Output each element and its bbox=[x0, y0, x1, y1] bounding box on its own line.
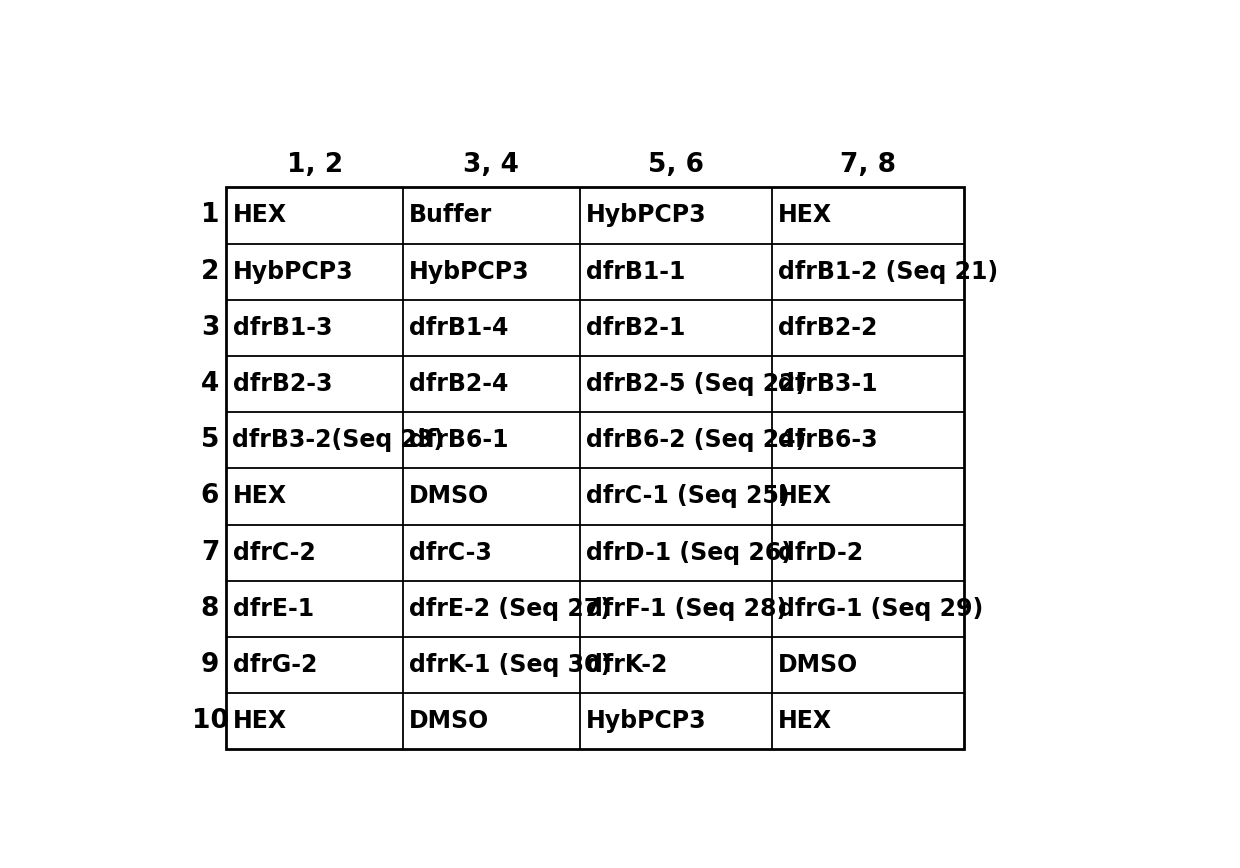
Text: HybPCP3: HybPCP3 bbox=[233, 260, 353, 284]
Text: Buffer: Buffer bbox=[409, 203, 492, 227]
Text: dfrB2-5 (Seq 22): dfrB2-5 (Seq 22) bbox=[587, 372, 806, 396]
Text: dfrD-2: dfrD-2 bbox=[779, 541, 863, 565]
Text: HybPCP3: HybPCP3 bbox=[409, 260, 529, 284]
Text: dfrB6-1: dfrB6-1 bbox=[409, 428, 508, 452]
Text: HEX: HEX bbox=[233, 203, 286, 227]
Text: dfrC-2: dfrC-2 bbox=[233, 541, 315, 565]
Text: HybPCP3: HybPCP3 bbox=[587, 203, 707, 227]
Text: dfrC-3: dfrC-3 bbox=[409, 541, 492, 565]
Text: dfrB3-2(Seq 23): dfrB3-2(Seq 23) bbox=[233, 428, 445, 452]
Text: 1, 2: 1, 2 bbox=[286, 152, 342, 178]
Text: dfrB2-4: dfrB2-4 bbox=[409, 372, 508, 396]
Text: dfrK-1 (Seq 30): dfrK-1 (Seq 30) bbox=[409, 653, 611, 677]
Text: HEX: HEX bbox=[779, 203, 832, 227]
Text: 8: 8 bbox=[201, 596, 219, 621]
Text: DMSO: DMSO bbox=[779, 653, 858, 677]
Text: HybPCP3: HybPCP3 bbox=[587, 709, 707, 733]
Text: 7: 7 bbox=[201, 540, 219, 566]
Bar bbox=[226, 187, 965, 749]
Text: dfrB2-2: dfrB2-2 bbox=[779, 316, 878, 340]
Text: dfrB1-1: dfrB1-1 bbox=[587, 260, 686, 284]
Text: 1: 1 bbox=[201, 202, 219, 228]
Text: dfrK-2: dfrK-2 bbox=[587, 653, 667, 677]
Text: 5: 5 bbox=[201, 427, 219, 453]
Text: dfrF-1 (Seq 28): dfrF-1 (Seq 28) bbox=[587, 597, 787, 621]
Text: dfrC-1 (Seq 25): dfrC-1 (Seq 25) bbox=[587, 484, 790, 509]
Text: 3, 4: 3, 4 bbox=[464, 152, 520, 178]
Text: 4: 4 bbox=[201, 371, 219, 397]
Text: dfrE-1: dfrE-1 bbox=[233, 597, 314, 621]
Text: HEX: HEX bbox=[779, 709, 832, 733]
Text: dfrB1-3: dfrB1-3 bbox=[233, 316, 332, 340]
Text: 6: 6 bbox=[201, 483, 219, 510]
Text: dfrB1-2 (Seq 21): dfrB1-2 (Seq 21) bbox=[779, 260, 998, 284]
Text: 2: 2 bbox=[201, 259, 219, 285]
Text: HEX: HEX bbox=[233, 484, 286, 509]
Text: 9: 9 bbox=[201, 652, 219, 678]
Text: dfrE-2 (Seq 27): dfrE-2 (Seq 27) bbox=[409, 597, 611, 621]
Text: HEX: HEX bbox=[233, 709, 286, 733]
Text: dfrB2-3: dfrB2-3 bbox=[233, 372, 332, 396]
Text: dfrG-1 (Seq 29): dfrG-1 (Seq 29) bbox=[779, 597, 983, 621]
Text: DMSO: DMSO bbox=[409, 484, 490, 509]
Text: dfrB3-1: dfrB3-1 bbox=[779, 372, 878, 396]
Text: HEX: HEX bbox=[779, 484, 832, 509]
Text: 7, 8: 7, 8 bbox=[839, 152, 897, 178]
Text: dfrB6-2 (Seq 24): dfrB6-2 (Seq 24) bbox=[587, 428, 806, 452]
Text: dfrG-2: dfrG-2 bbox=[233, 653, 317, 677]
Text: 5, 6: 5, 6 bbox=[647, 152, 704, 178]
Text: dfrB2-1: dfrB2-1 bbox=[587, 316, 686, 340]
Text: 3: 3 bbox=[201, 315, 219, 341]
Text: 10: 10 bbox=[192, 708, 228, 734]
Text: dfrD-1 (Seq 26): dfrD-1 (Seq 26) bbox=[587, 541, 792, 565]
Text: dfrB6-3: dfrB6-3 bbox=[779, 428, 878, 452]
Text: dfrB1-4: dfrB1-4 bbox=[409, 316, 508, 340]
Text: DMSO: DMSO bbox=[409, 709, 490, 733]
